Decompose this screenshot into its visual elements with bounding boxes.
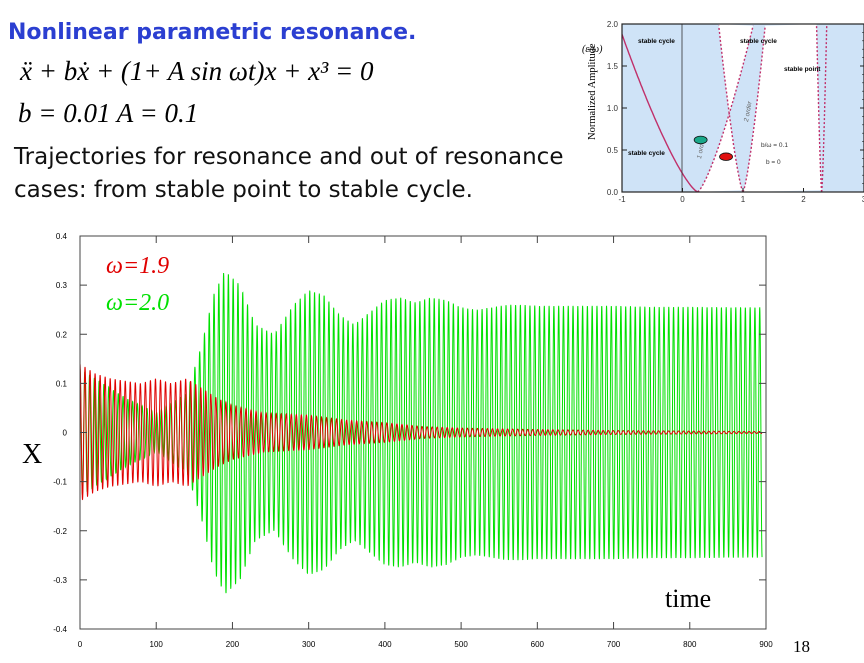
inset-x-tick-label: 2 <box>801 195 806 204</box>
series-line <box>80 363 763 501</box>
region-label-stable-cycle-2: stable cycle <box>740 38 777 45</box>
inset-y-tick-label: 2.0 <box>607 20 619 29</box>
x-tick-label: 0 <box>78 640 83 649</box>
y-axis-label: X <box>22 439 42 470</box>
x-tick-label: 600 <box>531 640 545 649</box>
y-tick-label: -0.3 <box>53 576 67 585</box>
inset-y-tick-label: 0.0 <box>607 188 619 197</box>
slide-title: Nonlinear parametric resonance. <box>8 20 417 45</box>
red-dot <box>719 152 733 161</box>
x-tick-label: 400 <box>378 640 392 649</box>
x-tick-label: 900 <box>759 640 773 649</box>
y-tick-label: -0.2 <box>53 527 67 536</box>
inset-y-tick-label: 0.5 <box>607 146 619 155</box>
inset-x-tick-label: 0 <box>680 195 685 204</box>
description-line-1: Trajectories for resonance and out of re… <box>14 144 564 170</box>
legend-omega-2-0: ω=2.0 <box>106 290 169 316</box>
tongue1-right-boundary <box>697 25 754 192</box>
inset-y-axis-label: Normalized Amplitude <box>587 43 598 140</box>
y-tick-label: -0.4 <box>53 625 67 634</box>
first-order-label: 1 order <box>696 137 707 159</box>
tongue2-left-boundary <box>718 25 744 192</box>
stability-diagram: -1 0 1 2 3 0.0 0.5 1.0 1.5 2.0 Normalized Amplitu… <box>582 20 864 204</box>
parameters: b = 0.01 A = 0.1 <box>18 98 199 128</box>
page-number: 18 <box>793 637 810 656</box>
region-label-stable-point: stable point <box>784 66 821 73</box>
x-axis-label: time <box>665 584 711 613</box>
region-label-stable-cycle-3: stable cycle <box>628 150 665 157</box>
legend-damped: b/ω = 0.1 <box>761 142 788 149</box>
tongue2-right-boundary <box>742 25 766 192</box>
equation: ẍ + bẋ + (1+ A sin ωt)x + x³ = 0 <box>20 56 374 86</box>
legend-omega-1-9: ω=1.9 <box>106 253 169 279</box>
y-tick-label: 0.3 <box>56 281 68 290</box>
region-label-stable-cycle-1: stable cycle <box>638 38 675 45</box>
x-tick-label: 200 <box>226 640 240 649</box>
inset-x-tick-label: 1 <box>741 195 746 204</box>
y-tick-label: -0.1 <box>53 478 67 487</box>
y-tick-label: 0.2 <box>56 330 68 339</box>
inset-y-unit: (ε/ω) <box>582 44 603 55</box>
inset-y-tick-label: 1.0 <box>607 104 619 113</box>
main-chart: 0 100 200 300 400 500 600 700 800 900 -0.4 -0.3 -0.2… <box>22 232 773 649</box>
series-line <box>80 272 763 594</box>
teal-dot <box>693 135 708 145</box>
x-tick-label: 500 <box>454 640 468 649</box>
x-tick-label: 800 <box>683 640 697 649</box>
x-tick-label: 700 <box>607 640 621 649</box>
y-tick-label: 0 <box>63 429 68 438</box>
y-tick-label: 0.4 <box>56 232 68 241</box>
inset-x-tick-label: -1 <box>618 195 626 204</box>
description-line-2: cases: from stable point to stable cycle… <box>14 177 473 203</box>
y-tick-label: 0.1 <box>56 379 68 388</box>
inset-y-tick-label: 1.5 <box>607 62 619 71</box>
legend-undamped: b = 0 <box>766 159 781 166</box>
inset-x-tick-label: 3 <box>862 195 864 204</box>
x-tick-label: 300 <box>302 640 316 649</box>
x-tick-label: 100 <box>150 640 164 649</box>
second-order-label: 2 order <box>743 100 754 123</box>
tongue1-left-boundary <box>622 32 698 192</box>
stable-point-region <box>697 24 822 192</box>
